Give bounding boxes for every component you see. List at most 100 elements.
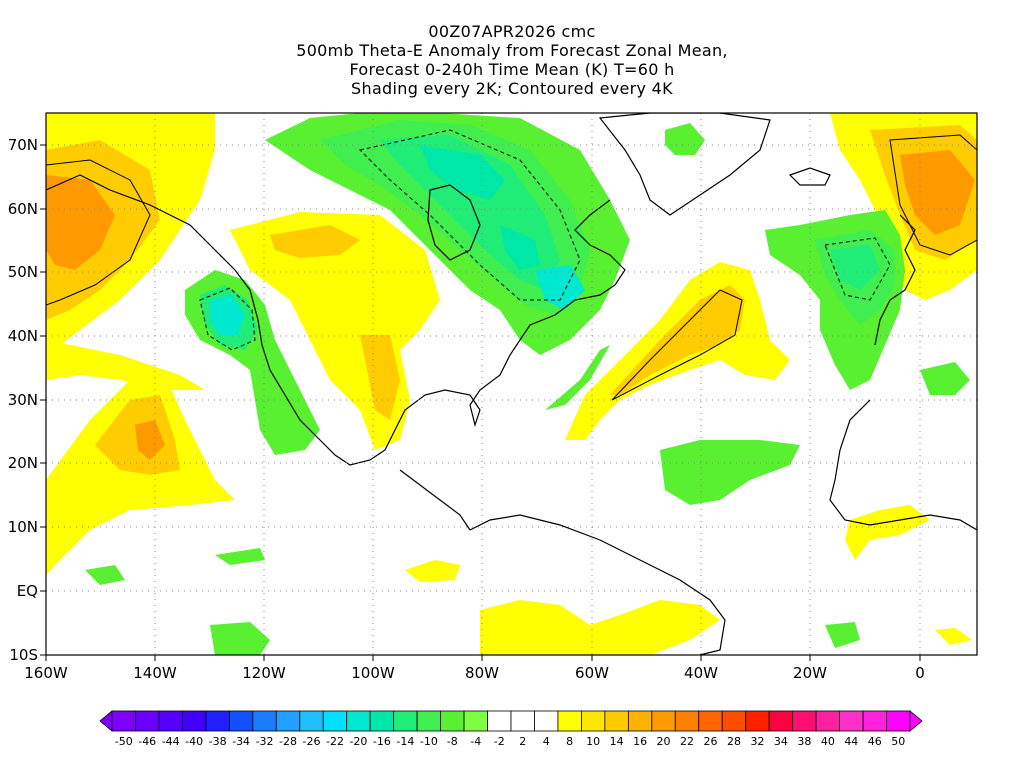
- colorbar-swatch: [463, 710, 488, 732]
- contour-east-atlantic-neg: [824, 237, 891, 301]
- colorbar: -50 -46 -44 -40 -38 -34 -32 -28 -26 -22 -20 -16 -14-…: [99, 710, 923, 748]
- colorbar-swatch: [651, 710, 676, 732]
- colorbar-label: -20: [349, 735, 367, 748]
- coast-greenland: [598, 113, 771, 216]
- colorbar-swatch: [252, 710, 277, 732]
- colorbar-swatch: [627, 710, 653, 732]
- colorbar-label: 20: [657, 735, 671, 748]
- colorbar-label: 44: [844, 735, 858, 748]
- warm-region-alaska-ext: [46, 340, 205, 390]
- x-tick-label: 80W: [465, 664, 499, 682]
- x-tick-label: 40W: [684, 664, 718, 682]
- colorbar-swatch: [416, 710, 441, 732]
- colorbar-label: -22: [326, 735, 344, 748]
- x-tick-label: 0: [915, 664, 925, 682]
- coastlines: [46, 113, 977, 655]
- warm-region-pacific-peak: [135, 420, 165, 460]
- colorbar-swatch: [228, 710, 254, 732]
- x-tick-label: 120W: [242, 664, 286, 682]
- cool-region-canada-peak3: [535, 265, 585, 310]
- colorbar-label: 14: [610, 735, 624, 748]
- y-tick-label: 50N: [8, 263, 38, 281]
- y-tick-label: 70N: [8, 136, 38, 154]
- anomaly-contours: [46, 129, 977, 401]
- colorbar-swatch: [674, 710, 700, 732]
- colorbar-label: 10: [586, 735, 600, 748]
- x-tick-label: 100W: [351, 664, 395, 682]
- colorbar-label: -38: [209, 735, 227, 748]
- warm-region-alaska-peak: [46, 175, 115, 270]
- y-tick-label: 60N: [8, 200, 38, 218]
- warm-region-western-canada-core: [270, 225, 360, 258]
- colorbar-label: 8: [566, 735, 573, 748]
- contour-alaska: [46, 159, 151, 306]
- colorbar-swatch: [182, 710, 207, 732]
- colorbar-label: 40: [821, 735, 835, 748]
- colorbar-arrow-right: [909, 710, 923, 732]
- colorbar-swatch: [604, 710, 629, 732]
- colorbar-label: -28: [279, 735, 297, 748]
- colorbar-label: -32: [256, 735, 274, 748]
- warm-region-south-america: [480, 600, 720, 655]
- warm-region-eq-1: [405, 560, 460, 582]
- colorbar-swatch: [557, 710, 582, 732]
- colorbar-swatch: [839, 710, 864, 732]
- colorbar-swatch: [135, 710, 160, 732]
- colorbar-swatch: [745, 710, 770, 732]
- colorbar-swatch: [369, 710, 395, 732]
- title-line-1: 00Z07APR2026 cmc: [428, 22, 596, 41]
- colorbar-swatch: [322, 710, 348, 732]
- colorbar-label: -2: [494, 735, 505, 748]
- colorbar-label: -50: [115, 735, 133, 748]
- cool-region-eq-3: [210, 622, 270, 655]
- warm-region-europe-peak: [900, 150, 975, 235]
- colorbar-arrow-left: [99, 710, 113, 732]
- colorbar-swatch: [792, 710, 817, 732]
- coast-north-america: [46, 174, 626, 466]
- y-tick-label: 10S: [9, 646, 38, 664]
- colorbar-swatch: [768, 710, 794, 732]
- y-tick-label: EQ: [17, 582, 38, 600]
- colorbar-label: -16: [373, 735, 391, 748]
- map-frame: [45, 112, 978, 656]
- colorbar-label: -26: [303, 735, 321, 748]
- warm-region-eq-2: [935, 628, 972, 645]
- cool-region-mediterranean: [920, 362, 970, 395]
- contour-atlantic: [611, 289, 743, 401]
- colorbar-swatch: [721, 710, 747, 732]
- coast-central-america: [399, 469, 471, 531]
- map-grid: [46, 113, 977, 655]
- coast-south-america: [469, 514, 726, 655]
- colorbar-label: 38: [797, 735, 811, 748]
- contour-westcoast-neg: [199, 287, 256, 351]
- title-line-3: Forecast 0-240h Time Mean (K) T=60 h: [349, 60, 675, 79]
- y-tick-labels: 70N 60N 50N 40N 30N 20N 10N EQ 10S: [8, 136, 38, 664]
- cool-region-west-coast-peak: [210, 295, 245, 335]
- contour-canada-neg: [359, 129, 581, 301]
- colorbar-swatch: [158, 710, 183, 732]
- colorbar-label: 22: [680, 735, 694, 748]
- colorbar-label: -10: [420, 735, 438, 748]
- warm-region-atlantic-core: [610, 285, 745, 395]
- colorbar-swatch: [346, 710, 371, 732]
- colorbar-label: -46: [138, 735, 156, 748]
- cool-region-eq-4: [825, 622, 860, 648]
- colorbar-swatch: [581, 710, 606, 732]
- colorbar-swatch: [534, 710, 559, 732]
- y-tick-label: 10N: [8, 518, 38, 536]
- cool-region-east-atlantic-peak: [830, 245, 880, 290]
- colorbar-label: 28: [727, 735, 741, 748]
- colorbar-swatch: [862, 710, 887, 732]
- colorbar-label: -34: [232, 735, 250, 748]
- colorbar-label: 16: [633, 735, 647, 748]
- cool-region-greenland: [665, 123, 705, 155]
- colorbar-swatch: [275, 710, 301, 732]
- warm-region-plains-core: [360, 335, 400, 420]
- colorbar-swatch: [698, 710, 723, 732]
- x-tick-label: 60W: [575, 664, 609, 682]
- title-line-2: 500mb Theta-E Anomaly from Forecast Zona…: [296, 41, 728, 60]
- colorbar-swatch: [299, 710, 324, 732]
- y-tick-label: 30N: [8, 391, 38, 409]
- colorbar-swatch: [440, 710, 465, 732]
